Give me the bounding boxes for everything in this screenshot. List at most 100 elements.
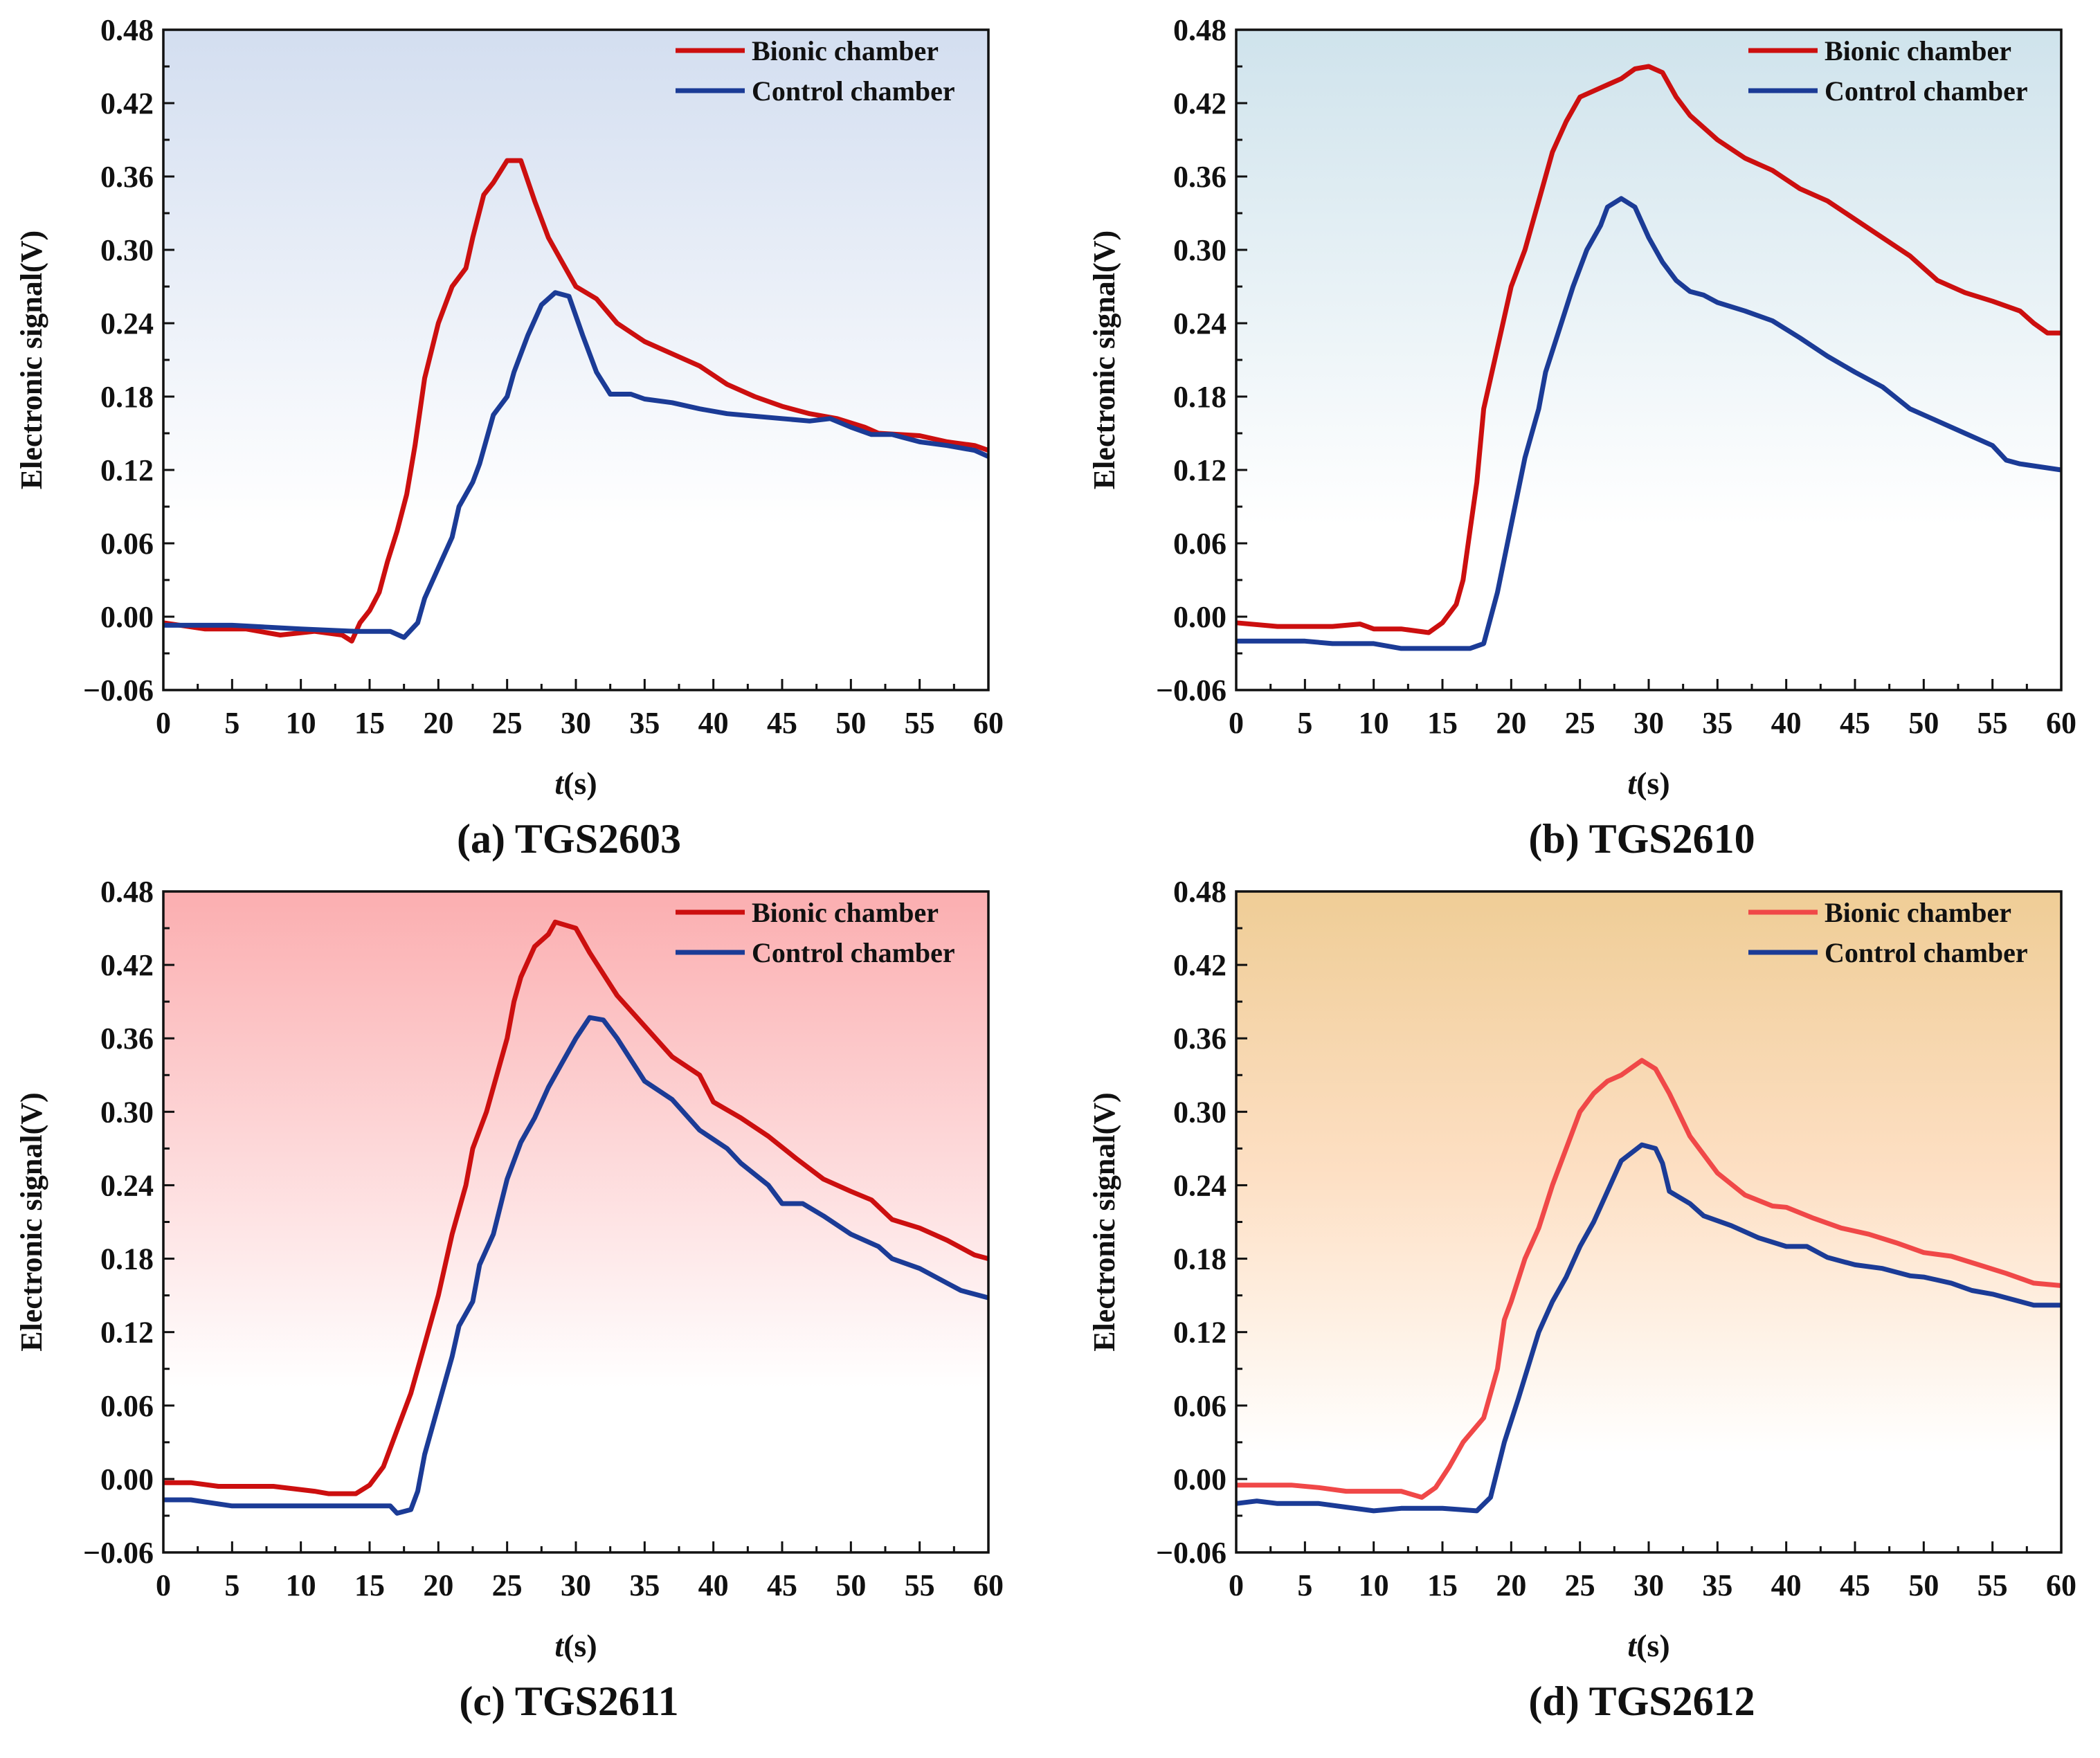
x-tick-label: 15 — [354, 1568, 385, 1602]
x-axis-label: t(s) — [1627, 765, 1669, 801]
x-tick-label: 20 — [1496, 706, 1526, 740]
x-axis-unit: (s) — [563, 1628, 597, 1663]
x-tick-label: 30 — [561, 706, 591, 740]
x-tick-label: 35 — [629, 706, 660, 740]
x-tick-label: 35 — [629, 1568, 660, 1602]
x-tick-label: 45 — [767, 706, 797, 740]
x-tick-label: 35 — [1702, 1568, 1732, 1602]
x-tick-label: 0 — [1229, 706, 1244, 740]
y-tick-label: 0.06 — [1173, 1389, 1226, 1423]
x-axis-unit: (s) — [563, 765, 597, 801]
x-tick-label: 55 — [905, 706, 935, 740]
x-axis-label: t(s) — [554, 1628, 597, 1663]
y-tick-label: 0.36 — [100, 1022, 154, 1055]
x-tick-label: 15 — [1427, 1568, 1458, 1602]
x-axis-variable: t — [1627, 1628, 1637, 1663]
x-tick-label: 25 — [1565, 1568, 1595, 1602]
x-tick-label: 45 — [767, 1568, 797, 1602]
x-axis-unit: (s) — [1636, 765, 1670, 801]
x-tick-label: 40 — [1771, 706, 1802, 740]
y-tick-label: 0.24 — [100, 307, 154, 341]
x-tick-label: 50 — [835, 1568, 866, 1602]
chart-panel-d: −0.06 0.00 0.06 0.12 0.18 0.24 0.30 0.36 0.42 0.4… — [1087, 875, 2076, 1724]
y-tick-label: −0.06 — [83, 673, 154, 707]
y-tick-label: 0.24 — [1173, 1168, 1226, 1202]
x-tick-label: 15 — [354, 706, 385, 740]
y-tick-label: 0.36 — [100, 160, 154, 194]
legend-label: Bionic chamber — [752, 897, 939, 928]
y-axis-label: Electronic signal(V) — [1087, 230, 1121, 489]
legend-label: Control chamber — [752, 75, 955, 107]
y-axis-label: Electronic signal(V) — [15, 1092, 48, 1351]
x-tick-label: 40 — [698, 1568, 729, 1602]
y-tick-label: 0.42 — [1173, 87, 1226, 120]
y-tick-label: 0.00 — [100, 1462, 154, 1496]
x-tick-label: 50 — [835, 706, 866, 740]
x-tick-label: 5 — [224, 706, 239, 740]
y-tick-label: 0.06 — [100, 527, 154, 561]
x-tick-label: 25 — [492, 1568, 523, 1602]
y-tick-label: −0.06 — [83, 1536, 154, 1570]
y-tick-label: 0.12 — [1173, 453, 1226, 487]
y-axis-label: Electronic signal(V) — [15, 230, 48, 489]
chart-title: (b) TGS2610 — [1528, 816, 1755, 862]
plot-background — [1236, 30, 2061, 690]
series-line-control — [1235, 1142, 2061, 1514]
y-tick-label: 0.36 — [1173, 160, 1226, 194]
x-tick-label: 40 — [1771, 1568, 1802, 1602]
y-tick-label: 0.12 — [100, 1316, 154, 1350]
plot-frame — [162, 890, 990, 1554]
x-tick-label: 60 — [2046, 1568, 2076, 1602]
x-tick-label: 30 — [1633, 1568, 1664, 1602]
legend-label: Control chamber — [1825, 937, 2028, 968]
series-line-bionic — [1236, 1058, 2062, 1500]
x-tick-label: 55 — [1977, 1568, 2008, 1602]
x-tick-label: 0 — [156, 706, 171, 740]
y-tick-label: 0.24 — [100, 1168, 154, 1202]
y-tick-label: 0.42 — [100, 948, 154, 982]
x-tick-label: 5 — [1297, 1568, 1312, 1602]
y-tick-label: −0.06 — [1156, 1536, 1226, 1570]
series-line-control — [1236, 196, 2062, 651]
y-axis-label: Electronic signal(V) — [1087, 1092, 1121, 1351]
legend-label: Control chamber — [1825, 75, 2028, 107]
x-tick-label: 5 — [224, 1568, 239, 1602]
y-tick-label: 0.00 — [1173, 1462, 1226, 1496]
series-line-bionic — [1235, 64, 2061, 635]
chart-panel-c: −0.06 0.00 0.06 0.12 0.18 0.24 0.30 0.36 0.42 0.4… — [15, 875, 1004, 1724]
legend-label: Bionic chamber — [752, 35, 939, 66]
x-axis-label: t(s) — [1627, 1628, 1669, 1663]
chart-title: (c) TGS2611 — [459, 1678, 678, 1724]
x-axis-variable: t — [554, 1628, 564, 1663]
x-tick-label: 20 — [1496, 1568, 1526, 1602]
x-axis-variable: t — [1627, 765, 1637, 801]
x-tick-label: 35 — [1702, 706, 1732, 740]
legend-label: Bionic chamber — [1825, 897, 2011, 928]
y-tick-label: 0.12 — [100, 453, 154, 487]
y-tick-label: 0.24 — [1173, 307, 1226, 341]
x-tick-label: 15 — [1427, 706, 1458, 740]
x-tick-label: 10 — [286, 1568, 316, 1602]
y-tick-label: 0.18 — [1173, 380, 1226, 414]
y-tick-label: 0.18 — [100, 1242, 154, 1276]
x-tick-label: 55 — [905, 1568, 935, 1602]
x-tick-label: 10 — [1359, 1568, 1389, 1602]
x-axis-variable: t — [554, 765, 564, 801]
series-line-bionic — [163, 158, 990, 644]
y-tick-label: 0.48 — [1173, 13, 1226, 47]
plot-background — [163, 891, 988, 1552]
x-tick-label: 0 — [1229, 1568, 1244, 1602]
legend-label: Control chamber — [752, 937, 955, 968]
y-tick-label: 0.48 — [1173, 875, 1226, 909]
x-tick-label: 60 — [2046, 706, 2076, 740]
x-tick-label: 30 — [1633, 706, 1664, 740]
y-tick-label: 0.00 — [100, 600, 154, 634]
chart-panel-b: −0.06 0.00 0.06 0.12 0.18 0.24 0.30 0.36 0.42 0.4… — [1087, 13, 2076, 862]
y-tick-label: 0.42 — [1173, 948, 1226, 982]
y-tick-label: 0.06 — [1173, 527, 1226, 561]
x-tick-label: 10 — [286, 706, 316, 740]
y-tick-label: 0.36 — [1173, 1022, 1226, 1055]
series-line-control — [163, 1015, 989, 1516]
legend-label: Bionic chamber — [1825, 35, 2011, 66]
